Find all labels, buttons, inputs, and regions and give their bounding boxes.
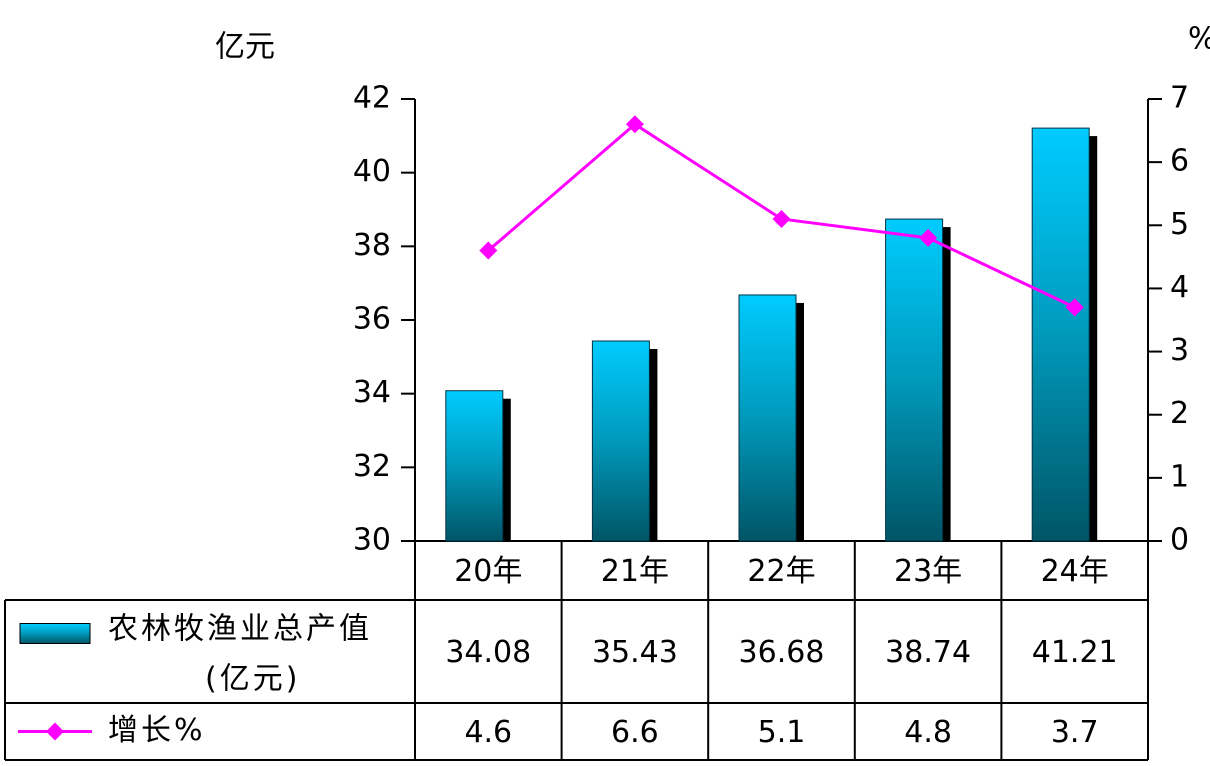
y2-tick-label: 4 xyxy=(1170,270,1189,305)
table-value: 4.8 xyxy=(904,715,952,750)
x-tick-label: 22年 xyxy=(747,554,815,589)
y2-tick-label: 1 xyxy=(1170,459,1189,494)
y-tick-label: 42 xyxy=(353,81,391,116)
bar xyxy=(445,390,504,542)
table-value: 3.7 xyxy=(1051,715,1099,750)
bar xyxy=(591,340,650,542)
table-value: 36.68 xyxy=(739,635,825,670)
line-marker xyxy=(772,209,791,228)
y-tick-label: 36 xyxy=(353,302,391,337)
y2-tick-label: 2 xyxy=(1170,396,1189,431)
bar xyxy=(1031,127,1090,542)
legend-swatch xyxy=(19,623,91,644)
y-tick-label: 40 xyxy=(353,154,391,189)
y-tick-label: 38 xyxy=(353,228,391,263)
table-value: 4.6 xyxy=(464,715,512,750)
table-value: 41.21 xyxy=(1032,635,1118,670)
table-value: 38.74 xyxy=(885,635,971,670)
x-tick-label: 21年 xyxy=(601,554,669,589)
y2-tick-label: 0 xyxy=(1170,523,1189,558)
line-marker xyxy=(1065,298,1084,317)
legend-label: 增长% xyxy=(108,713,206,748)
x-tick-label: 24年 xyxy=(1041,554,1109,589)
line-marker xyxy=(479,241,498,260)
y2-tick-label: 6 xyxy=(1170,144,1189,179)
y2-axis-unit: % xyxy=(1188,22,1210,57)
table-value: 5.1 xyxy=(758,715,806,750)
x-tick-label: 23年 xyxy=(894,554,962,589)
table-value: 6.6 xyxy=(611,715,659,750)
y2-tick-label: 5 xyxy=(1170,207,1189,242)
line-marker xyxy=(919,228,938,247)
y-tick-label: 32 xyxy=(353,449,391,484)
legend-marker xyxy=(46,722,64,741)
legend-label: 农林牧渔业总产值(亿元) xyxy=(108,611,372,696)
bar xyxy=(738,294,797,542)
y-tick-label: 34 xyxy=(353,375,391,410)
table-value: 35.43 xyxy=(592,635,678,670)
x-tick-label: 20年 xyxy=(454,554,522,589)
bar xyxy=(885,218,944,542)
y2-tick-label: 7 xyxy=(1170,81,1189,116)
y-axis-unit: 亿元 xyxy=(215,30,275,65)
table-value: 34.08 xyxy=(445,635,531,670)
y-tick-label: 30 xyxy=(353,523,391,558)
line-marker xyxy=(625,115,644,134)
y2-tick-label: 3 xyxy=(1170,333,1189,368)
